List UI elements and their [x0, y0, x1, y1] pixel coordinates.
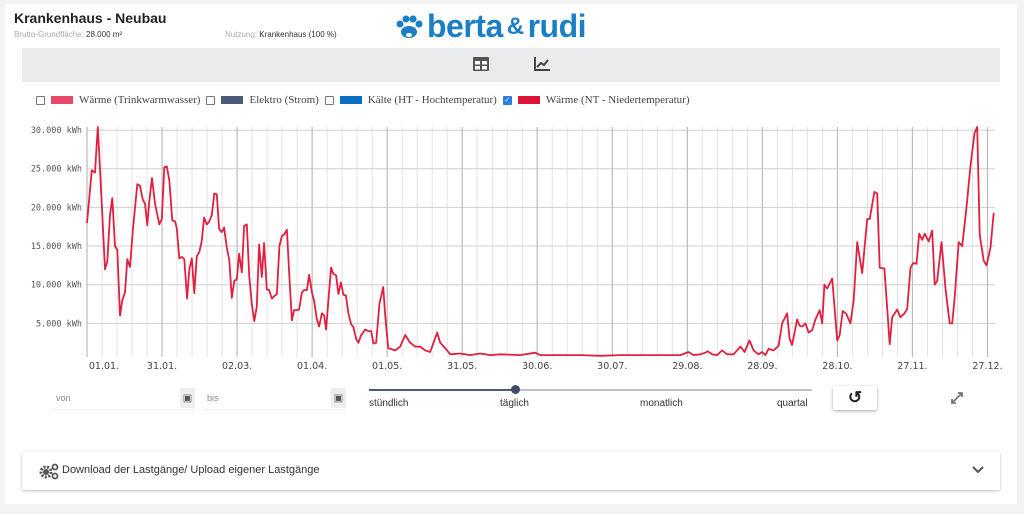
y-tick-label: 15.000 kWh	[31, 242, 82, 252]
page-title: Krankenhaus - Neubau	[14, 10, 167, 26]
legend-label: Kälte (HT - Hochtemperatur)	[367, 94, 497, 106]
logo-text: berta	[427, 8, 503, 44]
gross-floor-area: Brutto-Grundfläche: 28.000 m²	[14, 30, 122, 39]
download-upload-accordion[interactable]: Download der Lastgänge/ Upload eigener L…	[22, 452, 1000, 490]
chevron-down-icon[interactable]	[971, 465, 985, 475]
legend-checkbox[interactable]	[324, 95, 334, 105]
x-tick-label: 27.11.	[897, 361, 927, 372]
legend-item[interactable]: ✓ Wärme (NT - Niedertemperatur)	[502, 94, 690, 106]
x-tick-label: 27.12.	[972, 361, 1002, 372]
gears-icon	[39, 463, 59, 480]
resolution-monthly[interactable]: monatlich	[640, 398, 683, 409]
resolution-hourly[interactable]: stündlich	[369, 398, 409, 409]
legend-item[interactable]: Elektro (Strom)	[206, 94, 319, 106]
legend-checkbox[interactable]	[36, 95, 45, 105]
y-tick-label: 25.000 kWh	[31, 165, 82, 175]
chart-legend: Wärme (Trinkwarmwasser) Elektro (Strom) Kä…	[36, 94, 695, 106]
resolution-slider-handle[interactable]	[511, 385, 520, 394]
x-tick-label: 01.04.	[297, 361, 327, 372]
undo-icon: ↺	[847, 388, 863, 407]
calendar-icon[interactable]: ▣	[331, 388, 346, 408]
series-line	[86, 126, 995, 357]
y-tick-label: 20.000 kWh	[31, 203, 82, 213]
calendar-icon[interactable]: ▣	[180, 388, 195, 408]
legend-label: Elektro (Strom)	[249, 94, 319, 106]
to-placeholder: bis	[207, 393, 219, 403]
legend-item[interactable]: Kälte (HT - Hochtemperatur)	[324, 94, 497, 106]
resolution-slider-fill	[369, 389, 516, 391]
x-tick-label: 01.05.	[372, 361, 402, 372]
line-chart: 5.000 kWh 10.000 kWh 15.000 kWh 20.000 kWh 2…	[31, 126, 1003, 372]
usage-value: Krankenhaus (100 %)	[259, 30, 337, 39]
chart-line-icon[interactable]	[533, 56, 551, 72]
y-tick-label: 5.000 kWh	[36, 319, 82, 329]
usage: Nutzung: Krankenhaus (100 %)	[225, 30, 337, 39]
x-tick-label: 31.01.	[147, 361, 177, 372]
resolution-quarterly[interactable]: quartal	[777, 398, 808, 409]
legend-swatch	[51, 96, 73, 104]
resolution-slider-track[interactable]	[369, 389, 812, 391]
legend-checkbox[interactable]	[206, 95, 216, 105]
paw-icon	[396, 15, 423, 38]
area-value: 28.000 m²	[86, 30, 123, 39]
x-tick-label: 01.01.	[89, 361, 119, 372]
legend-item[interactable]: Wärme (Trinkwarmwasser)	[36, 94, 200, 106]
x-tick-label: 29.08.	[672, 361, 702, 372]
x-tick-label: 28.10.	[822, 361, 852, 372]
from-date-input[interactable]: von ▣	[52, 387, 195, 409]
legend-swatch	[517, 96, 540, 104]
x-tick-label: 30.06.	[522, 361, 552, 372]
x-tick-label: 02.03.	[222, 361, 252, 372]
x-tick-label: 28.09.	[747, 361, 777, 372]
area-label: Brutto-Grundfläche:	[14, 30, 84, 39]
resolution-daily[interactable]: täglich	[500, 398, 529, 409]
logo-amp: &	[506, 12, 524, 40]
logo: berta & rudi	[395, 8, 587, 45]
accordion-label: Download der Lastgänge/ Upload eigener L…	[62, 464, 320, 476]
table-icon[interactable]	[472, 56, 490, 72]
legend-label: Wärme (NT - Niedertemperatur)	[545, 94, 690, 106]
legend-checkbox[interactable]: ✓	[502, 95, 512, 105]
usage-label: Nutzung:	[225, 30, 258, 39]
x-tick-label: 30.07.	[597, 361, 627, 372]
legend-swatch	[339, 96, 362, 104]
expand-icon[interactable]	[949, 390, 965, 406]
from-placeholder: von	[56, 393, 71, 403]
y-tick-label: 30.000 kWh	[31, 126, 82, 136]
main-card	[5, 4, 1017, 504]
view-toolbar	[22, 48, 1000, 82]
legend-label: Wärme (Trinkwarmwasser)	[79, 94, 201, 106]
x-tick-label: 31.05.	[447, 361, 477, 372]
y-tick-label: 10.000 kWh	[31, 281, 82, 291]
legend-swatch	[221, 96, 244, 104]
logo-text-end: rudi	[527, 8, 587, 44]
reset-zoom-button[interactable]: ↺	[833, 386, 877, 410]
to-date-input[interactable]: bis ▣	[203, 387, 346, 409]
